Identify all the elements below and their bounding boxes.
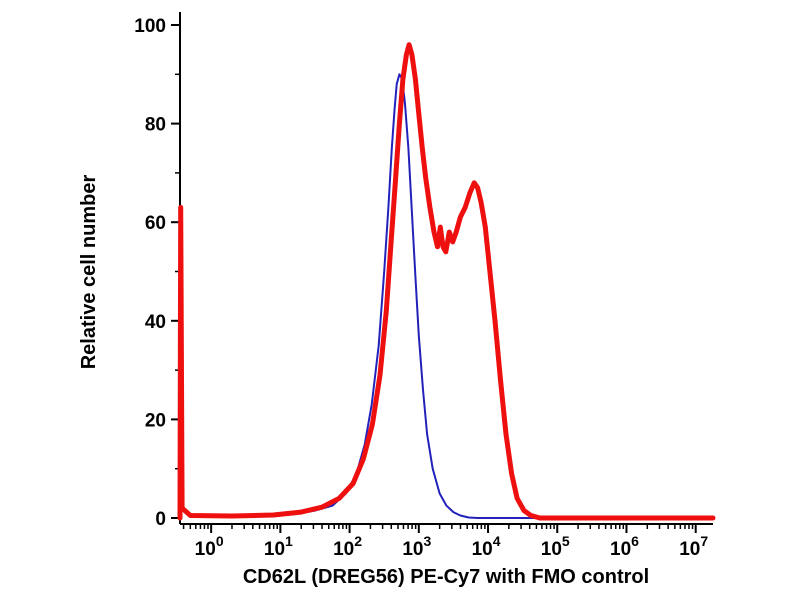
y-tick-label: 0 <box>155 509 166 530</box>
x-tick-label: 104 <box>472 533 501 560</box>
x-tick-label: 102 <box>333 533 362 560</box>
y-axis-title: Relative cell number <box>78 175 100 370</box>
y-tick-label: 100 <box>134 16 166 37</box>
x-tick-label: 101 <box>264 533 293 560</box>
x-tick-label: 103 <box>402 533 431 560</box>
series-curve-cd62l-dreg56-pe-cy7 <box>177 42 716 521</box>
y-tick-label: 60 <box>145 213 166 234</box>
x-axis-title: CD62L (DREG56) PE-Cy7 with FMO control <box>243 566 649 588</box>
y-tick-label: 80 <box>145 115 166 136</box>
curves-layer <box>177 42 716 521</box>
x-tick-label: 100 <box>195 533 224 560</box>
y-tick-label: 20 <box>145 410 166 431</box>
axes-layer: 0 20 40 60 80 100 100 101 102 103 104 105 106 107 <box>134 12 713 560</box>
x-tick-label: 107 <box>679 533 708 560</box>
series-curve-fmo-control <box>179 73 714 519</box>
y-tick-label: 40 <box>145 312 166 333</box>
x-tick-label: 105 <box>541 533 570 560</box>
x-tick-label: 106 <box>610 533 639 560</box>
